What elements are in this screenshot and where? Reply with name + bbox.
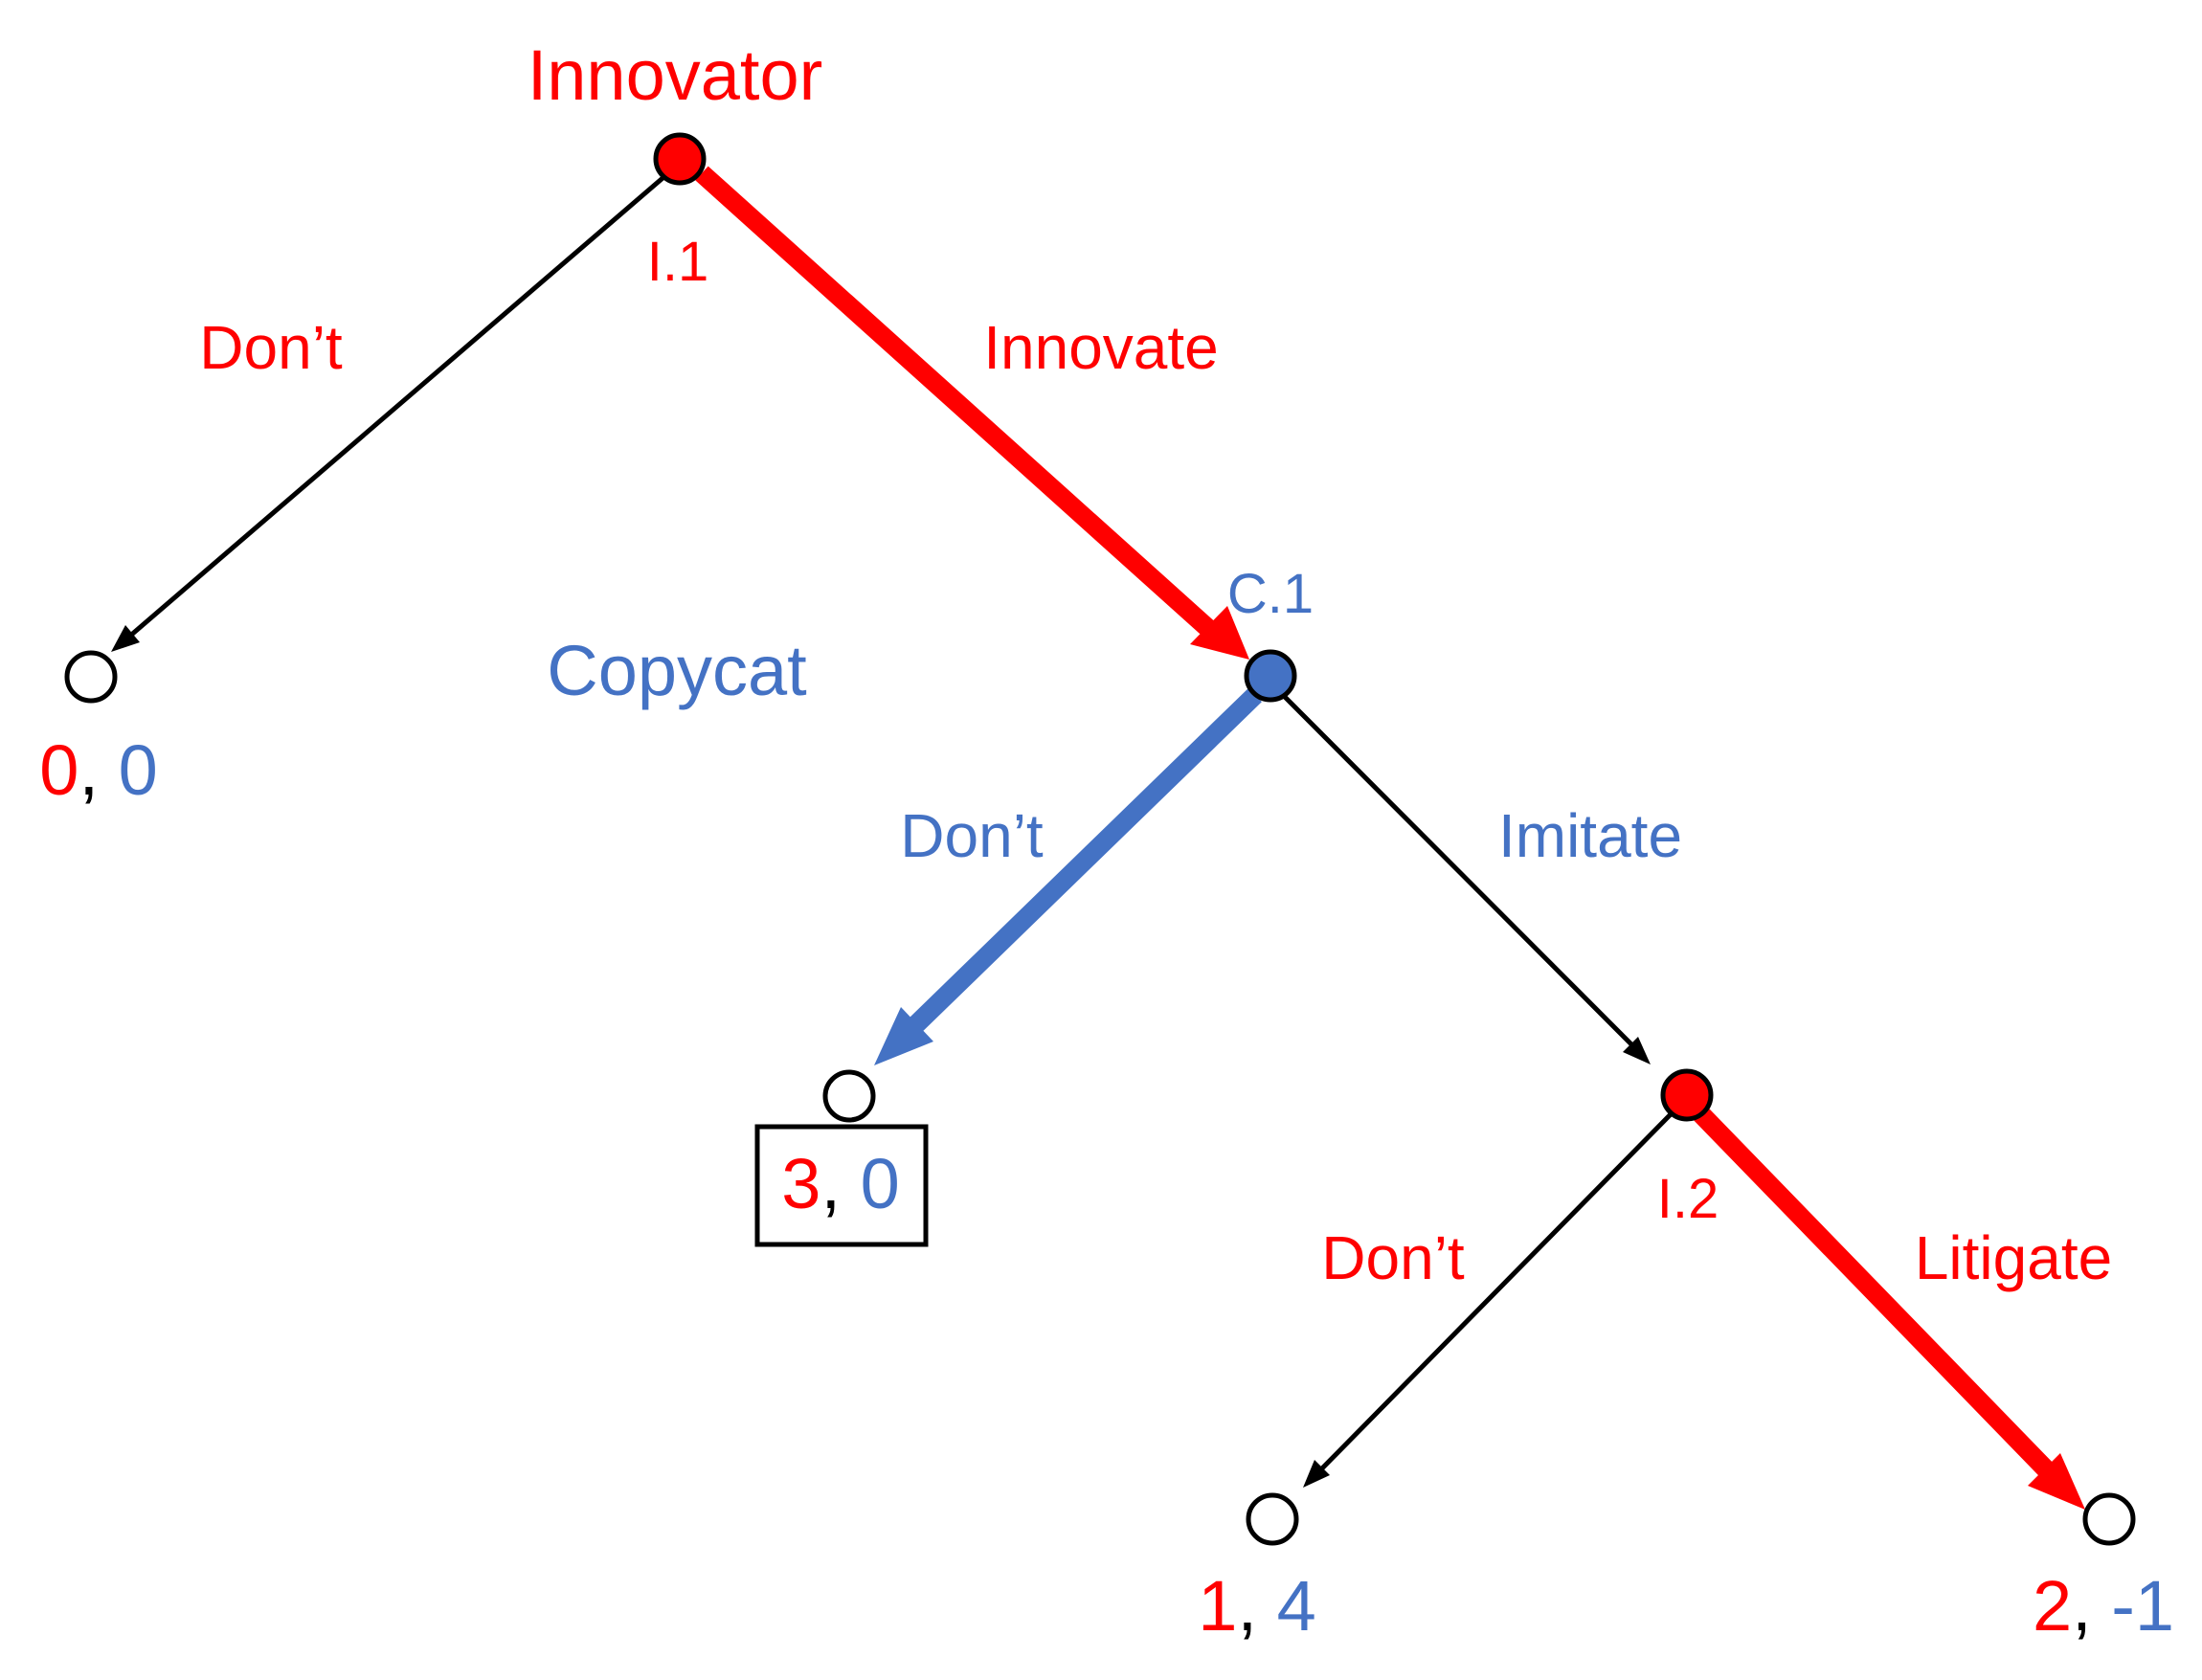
payoff-3-innovator: 1 bbox=[1198, 1566, 1237, 1646]
payoff-2-separator: , bbox=[820, 1144, 860, 1223]
terminal-node-2 bbox=[822, 1069, 876, 1123]
move-label-c1-dont: Don’t bbox=[900, 801, 1044, 870]
terminal-node-1 bbox=[64, 650, 118, 704]
payoff-3: 1, 4 bbox=[1198, 1566, 1315, 1646]
edge-i2-dont bbox=[1303, 1110, 1674, 1488]
node-label-i1: I.1 bbox=[647, 231, 709, 293]
move-label-c1-imitate: Imitate bbox=[1498, 801, 1682, 870]
node-label-c1: C.1 bbox=[1227, 563, 1314, 625]
move-label-i2-litigate: Litigate bbox=[1915, 1223, 2112, 1292]
payoff-4-copycat: -1 bbox=[2111, 1566, 2174, 1646]
payoff-2: 3, 0 bbox=[781, 1144, 899, 1223]
edge-i1-innovate bbox=[695, 166, 1249, 660]
terminal-node-3 bbox=[1246, 1492, 1299, 1546]
payoff-4: 2, -1 bbox=[2033, 1566, 2174, 1646]
payoff-2-copycat: 0 bbox=[861, 1144, 900, 1223]
node-c1 bbox=[1244, 649, 1297, 703]
payoff-1-copycat: 0 bbox=[119, 730, 158, 810]
payoff-4-separator: , bbox=[2072, 1566, 2111, 1646]
edge-i1-dont bbox=[111, 171, 670, 652]
edge-c1-imitate bbox=[1280, 692, 1651, 1064]
node-i1 bbox=[653, 132, 707, 186]
move-label-i1-innovate: Innovate bbox=[983, 313, 1219, 382]
payoff-2-innovator: 3 bbox=[781, 1144, 820, 1223]
payoff-highlight-box bbox=[754, 1124, 929, 1247]
payoff-3-copycat: 4 bbox=[1277, 1566, 1316, 1646]
payoff-1: 0, 0 bbox=[39, 730, 157, 810]
edge-i2-litigate bbox=[1692, 1106, 2085, 1510]
move-label-i1-dont: Don’t bbox=[199, 313, 343, 382]
terminal-node-4 bbox=[2082, 1492, 2136, 1546]
player-name-copycat: Copycat bbox=[547, 631, 807, 710]
payoff-1-separator: , bbox=[79, 730, 118, 810]
payoff-3-separator: , bbox=[1237, 1566, 1276, 1646]
move-label-i2-dont: Don’t bbox=[1321, 1223, 1465, 1292]
payoff-1-innovator: 0 bbox=[39, 730, 79, 810]
edge-c1-dont bbox=[874, 687, 1262, 1065]
node-i2 bbox=[1660, 1068, 1714, 1122]
node-label-i2: I.2 bbox=[1657, 1168, 1719, 1230]
player-name-innovator: Innovator bbox=[528, 35, 823, 115]
payoff-4-innovator: 2 bbox=[2033, 1566, 2072, 1646]
